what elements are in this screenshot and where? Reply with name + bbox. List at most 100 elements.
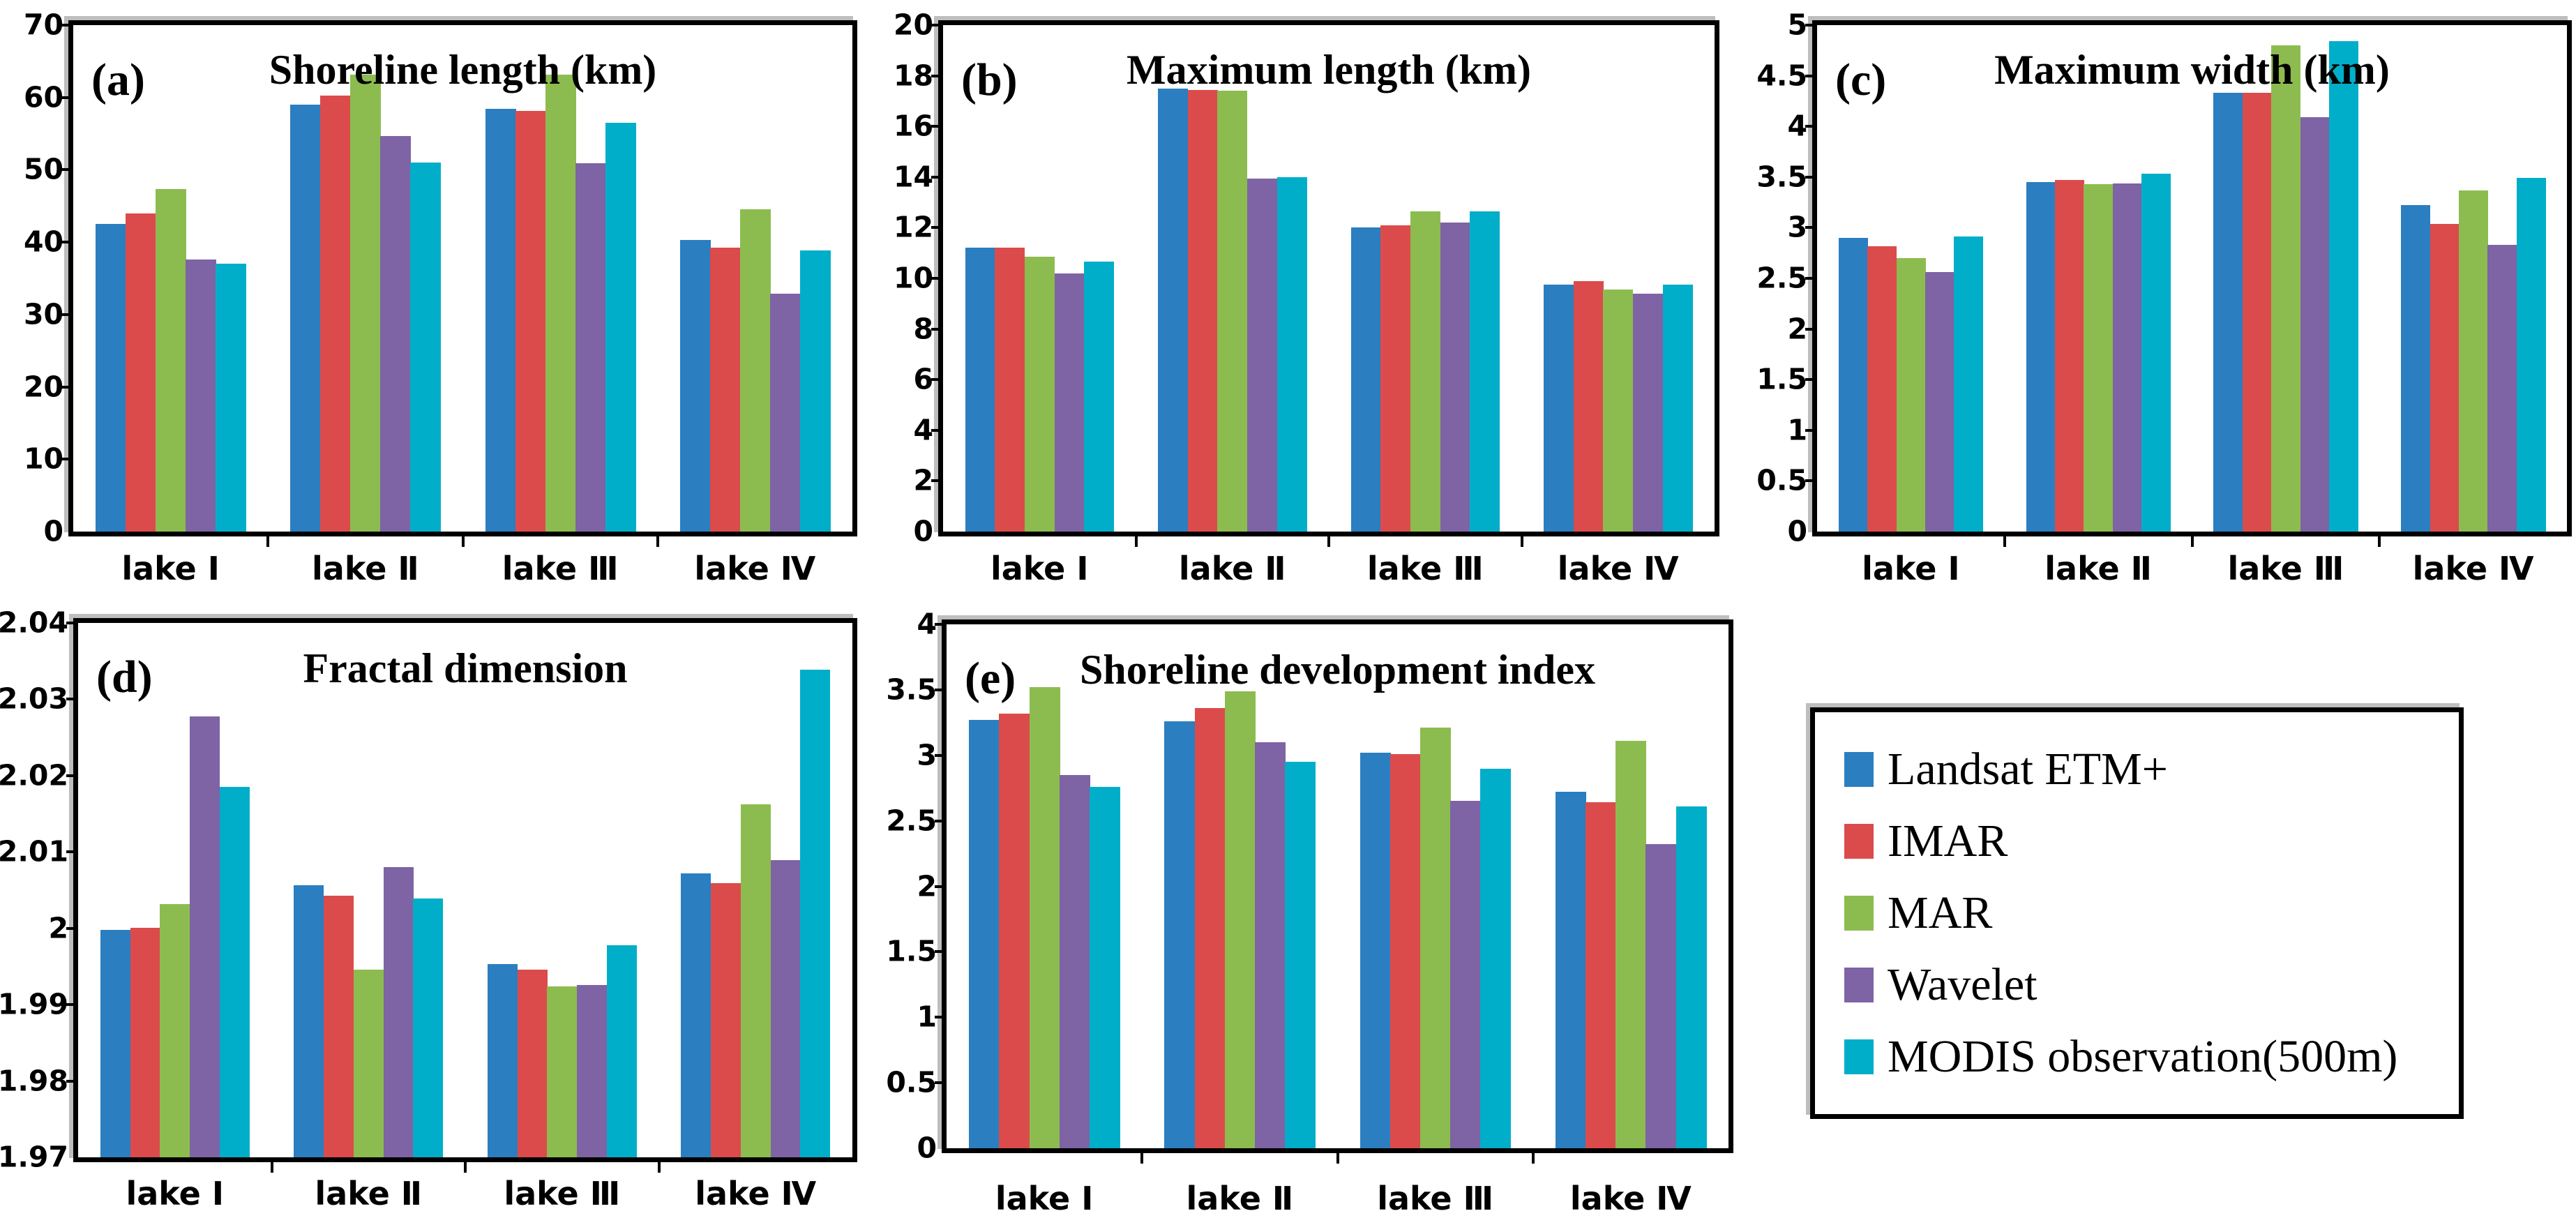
y-tick-mark xyxy=(935,950,946,954)
y-tick-label: 18 xyxy=(893,59,933,93)
bar xyxy=(2055,180,2085,532)
x-tick-mark xyxy=(1327,536,1330,547)
bar xyxy=(2401,205,2431,532)
legend-label-wavelet: Wavelet xyxy=(1888,959,2038,1011)
y-tick-mark xyxy=(66,1003,77,1007)
y-tick-label: 1.99 xyxy=(0,987,68,1021)
bar xyxy=(1164,721,1196,1148)
bar xyxy=(1359,752,1391,1148)
panel-label-a: (a) xyxy=(91,54,145,105)
legend-item-mar: MAR xyxy=(1844,887,2446,938)
bar xyxy=(770,860,801,1157)
bar xyxy=(709,248,741,532)
y-tick-label: 5 xyxy=(1787,8,1807,42)
y-tick-mark xyxy=(66,850,77,854)
legend-item-imar: IMAR xyxy=(1844,818,2446,864)
y-tick-label: 2 xyxy=(1787,312,1807,346)
bar xyxy=(1389,753,1421,1148)
bar xyxy=(2430,223,2460,532)
y-tick-mark xyxy=(1805,24,1816,27)
bar xyxy=(1285,762,1316,1148)
legend-item-modis: MODIS observation(500m) xyxy=(1844,1034,2446,1080)
y-tick-mark xyxy=(1805,378,1816,382)
y-tick-mark xyxy=(1805,74,1816,77)
y-tick-label: 40 xyxy=(23,225,63,259)
bar xyxy=(545,74,576,532)
bar xyxy=(1029,687,1060,1148)
panel-label-c: (c) xyxy=(1835,54,1887,105)
bar xyxy=(2458,190,2488,532)
y-tick-label: 12 xyxy=(893,210,933,244)
x-category-label: lake Ⅳ xyxy=(695,1175,817,1212)
bar xyxy=(1350,227,1381,532)
y-tick-label: 10 xyxy=(893,261,933,295)
y-tick-mark xyxy=(935,623,946,626)
y-tick-label: 1 xyxy=(917,1000,937,1034)
y-tick-mark xyxy=(61,313,73,316)
x-category-label: lake Ⅱ xyxy=(1186,1180,1294,1217)
y-tick-mark xyxy=(931,428,942,432)
bar xyxy=(2516,178,2546,532)
bar xyxy=(2026,182,2056,532)
bar xyxy=(1573,280,1604,532)
bar xyxy=(1615,741,1647,1148)
bar xyxy=(2242,93,2272,532)
x-category-label: lake Ⅰ xyxy=(1862,550,1960,587)
y-tick-mark xyxy=(61,96,73,99)
bar xyxy=(2487,245,2517,532)
chart-title-d: Fractal dimension xyxy=(303,645,628,691)
y-tick-label: 2.02 xyxy=(0,758,68,792)
y-tick-label: 2 xyxy=(917,869,937,903)
legend: Landsat ETM+ IMAR MAR Wavelet MODIS obse… xyxy=(1810,707,2464,1119)
y-tick-label: 1.5 xyxy=(886,934,937,968)
bar xyxy=(2084,183,2114,532)
bar xyxy=(1059,774,1090,1148)
x-tick-mark xyxy=(461,536,465,547)
y-tick-label: 20 xyxy=(893,8,933,42)
y-tick-mark xyxy=(61,24,73,27)
bar xyxy=(711,883,741,1157)
y-tick-mark xyxy=(66,1079,77,1083)
bar xyxy=(739,209,771,532)
x-tick-mark xyxy=(1336,1153,1339,1164)
y-tick-mark xyxy=(1805,277,1816,280)
y-tick-mark xyxy=(1805,226,1816,230)
bar xyxy=(1247,178,1278,532)
panel-label-d: (d) xyxy=(96,652,153,702)
x-tick-mark xyxy=(656,536,659,547)
landsat-etm-swatch-icon xyxy=(1844,751,1874,787)
bar xyxy=(100,929,130,1157)
x-tick-mark xyxy=(2190,536,2194,547)
bar xyxy=(1217,91,1248,532)
y-tick-mark xyxy=(61,168,73,172)
y-tick-label: 0.5 xyxy=(886,1065,937,1099)
x-tick-mark xyxy=(2378,536,2381,547)
chart-title-e: Shoreline development index xyxy=(1080,647,1595,693)
y-tick-mark xyxy=(931,74,942,77)
y-tick-label: 8 xyxy=(913,312,933,346)
bar xyxy=(1603,290,1634,532)
legend-label-mar: MAR xyxy=(1888,887,1993,938)
bar xyxy=(1024,257,1055,532)
y-tick-mark xyxy=(935,819,946,822)
bar xyxy=(186,260,217,532)
y-tick-label: 1 xyxy=(1787,413,1807,447)
modis-swatch-icon xyxy=(1844,1039,1874,1075)
y-tick-label: 14 xyxy=(893,160,933,194)
y-tick-label: 1.98 xyxy=(0,1064,68,1098)
panel-label-b: (b) xyxy=(961,54,1018,105)
x-tick-mark xyxy=(1531,1153,1535,1164)
bar xyxy=(769,293,801,532)
bar xyxy=(965,248,995,532)
bar xyxy=(96,224,127,532)
bar xyxy=(575,163,606,532)
bar xyxy=(1187,89,1218,532)
bar xyxy=(547,986,578,1157)
bar xyxy=(681,873,711,1157)
x-category-label: lake Ⅱ xyxy=(312,550,419,587)
y-tick-mark xyxy=(66,926,77,930)
chart-title-c: Maximum width (km) xyxy=(1994,47,2390,93)
bar xyxy=(130,927,160,1157)
x-category-label: lake Ⅳ xyxy=(2412,550,2534,587)
